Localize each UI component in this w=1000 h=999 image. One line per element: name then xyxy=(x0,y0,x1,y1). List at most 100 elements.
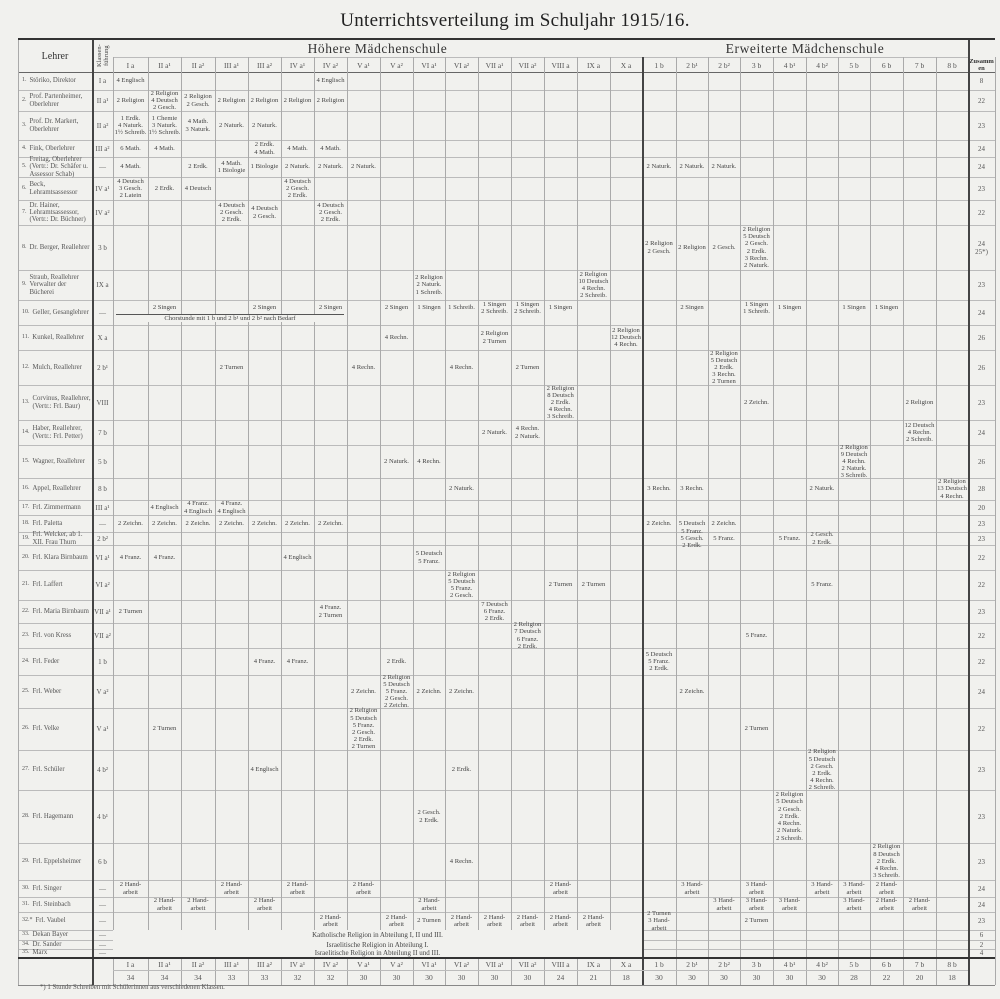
lesson-cell-Ia: 6 Math. xyxy=(120,144,141,152)
column-header-5b: 5 b xyxy=(849,61,859,70)
row-divider xyxy=(18,623,995,624)
column-header-4b1: 4 b¹ xyxy=(783,61,796,70)
totals-class-label-2b2: 2 b² xyxy=(718,960,730,969)
column-header-Va1: V a¹ xyxy=(357,61,370,70)
top-rule xyxy=(18,38,995,40)
teacher-name: 8. Dr. Berger, Reallehrer xyxy=(18,225,92,270)
class-lead-column-header: Klassen-führung xyxy=(96,44,110,68)
lesson-cell-IIa2: 4 Math. 3 Naturk. xyxy=(185,118,211,133)
lesson-cell-VIa2: 2 Hand- arbeit xyxy=(450,913,473,928)
lesson-cell-IXa: 2 Turnen xyxy=(581,581,606,589)
class-lead: — xyxy=(99,917,106,925)
lesson-cell-VIIIa: 2 Hand- arbeit xyxy=(549,881,572,896)
totals-class-label-VIIIa: VIII a xyxy=(551,960,570,969)
lesson-cell-IXa: 2 Religion 10 Deutsch 4 Rechn. 2 Schreib… xyxy=(578,270,609,300)
lesson-cell-Ia: 2 Turnen xyxy=(118,607,143,615)
row-total: 24 xyxy=(978,163,985,171)
row-divider xyxy=(18,111,995,112)
lesson-cell-IIIa1: 2 Hand- arbeit xyxy=(220,881,243,896)
lesson-cell-IIa1: 1 Chemie 3 Naturk. 1½ Schreib. xyxy=(148,114,181,137)
row-number: 16. xyxy=(22,485,30,492)
lesson-cell-1b: 2 Turnen 3 Hand- arbeit xyxy=(647,910,671,932)
teacher-label: Frl. Schüler xyxy=(32,766,65,774)
teacher-name: 35. Marx xyxy=(18,949,92,957)
column-divider xyxy=(676,57,677,985)
teacher-name: 23. Frl. von Kress xyxy=(18,623,92,648)
class-lead: — xyxy=(99,308,106,317)
totals-class-label-6b: 6 b xyxy=(881,960,892,969)
totals-class-label-IIa1: II a¹ xyxy=(158,960,171,969)
teacher-name: 28. Frl. Hagemann xyxy=(18,790,92,843)
lesson-cell-VIa2: 4 Rechn. xyxy=(449,363,474,371)
teacher-column-header: Lehrer xyxy=(41,50,69,62)
column-header-VIIa1: VII a¹ xyxy=(485,61,504,70)
class-lead: VI a¹ xyxy=(95,553,110,562)
totals-class-label-3b: 3 b xyxy=(751,960,762,969)
column-divider xyxy=(806,57,807,985)
class-lead: 2 b² xyxy=(97,534,108,543)
class-lead: III a² xyxy=(95,144,110,153)
column-header-IXa: IX a xyxy=(586,61,601,70)
lesson-cell-IIIa1: 2 Naturk. xyxy=(219,121,244,129)
lesson-cell-Ia: 4 Deutsch 3 Gesch. 2 Latein xyxy=(117,177,144,200)
teacher-label: Störiko, Direktor xyxy=(29,77,76,85)
row-total: 23 xyxy=(978,184,985,193)
lesson-cell-IVa2: 4 Deutsch 2 Gesch. 2 Erdk. xyxy=(317,201,344,224)
class-total-Va2: 30 xyxy=(392,973,401,982)
lesson-cell-IVa2: 4 Math. xyxy=(320,144,341,152)
lesson-cell-IIa1: 4 Math. xyxy=(154,144,175,152)
lesson-cell-IIa1: 2 Hand- arbeit xyxy=(153,897,176,912)
lesson-cell-IIa2: 4 Deutsch xyxy=(184,184,212,192)
row-number: 15. xyxy=(22,457,30,464)
row-divider xyxy=(18,912,995,913)
row-total: 23 xyxy=(978,398,985,407)
lesson-cell-2b1: 3 Hand- arbeit xyxy=(681,881,703,896)
row-total: 23 xyxy=(978,917,985,925)
lesson-cell-VIIa2: 2 Turnen xyxy=(515,363,540,371)
row-divider xyxy=(18,532,995,533)
totals-class-label-4b2: 4 b² xyxy=(816,960,828,969)
lesson-cell-IIIa2: 2 Singen xyxy=(252,304,277,312)
row-total: 23 xyxy=(978,534,985,543)
row-number: 25. xyxy=(22,687,30,694)
lesson-cell-1b: 2 Zeichn. xyxy=(646,519,672,527)
teacher-name: 32.* Frl. Vaubel xyxy=(18,912,92,930)
lesson-cell-IIIa1: 4 Deutsch 2 Gesch. 2 Erdk. xyxy=(218,201,245,224)
class-lead: 8 b xyxy=(98,485,107,493)
totals-rule xyxy=(18,957,995,959)
lesson-cell-4b2: 2 Gesch. 2 Erdk. xyxy=(810,531,834,546)
lesson-cell-8b: 2 Religion 13 Deutsch 4 Rechn. xyxy=(937,478,967,500)
teacher-name: 33. Dekan Bayer xyxy=(18,930,92,940)
teacher-name: 14. Haber, Reallehrer, (Vertr.: Frl. Pett… xyxy=(18,420,92,445)
class-total-6b: 22 xyxy=(882,973,891,982)
lesson-cell-3b: 3 Hand- arbeit xyxy=(745,897,768,912)
totals-class-label-IXa: IX a xyxy=(586,960,601,969)
totals-class-label-Va2: V a² xyxy=(390,960,403,969)
class-lead: II a² xyxy=(96,121,109,130)
lesson-cell-2b2: 5 Franz. xyxy=(713,534,735,542)
column-divider xyxy=(113,57,114,985)
lesson-cell-IVa2: 4 Franz. 2 Turnen xyxy=(318,604,343,619)
row-total: 4 xyxy=(979,949,984,957)
teacher-label: Mulch, Reallehrer xyxy=(32,363,82,371)
lesson-cell-Ia: 1 Erdk. 4 Naturk. 1½ Schreib. xyxy=(114,114,147,137)
totals-class-label-IIIa2: III a² xyxy=(257,960,272,969)
row-divider xyxy=(18,385,995,386)
teacher-name: 12. Mulch, Reallehrer xyxy=(18,350,92,385)
lesson-cell-4b2: 5 Franz. xyxy=(811,581,833,589)
totals-class-label-4b1: 4 b¹ xyxy=(783,960,796,969)
column-header-2b2: 2 b² xyxy=(718,61,730,70)
row-total: 28 xyxy=(978,485,985,493)
lesson-cell-VIa1: 5 Deutsch 5 Franz. xyxy=(415,550,443,565)
column-header-IIIa2: III a² xyxy=(257,61,272,70)
column-divider xyxy=(740,57,741,985)
teacher-label: Kunkel, Reallehrer xyxy=(32,333,84,341)
lesson-cell-IIIa1: 2 Zeichn. xyxy=(219,519,244,527)
teacher-name: 30. Frl. Singer xyxy=(18,880,92,897)
column-header-8b: 8 b xyxy=(947,61,957,70)
lesson-cell-7b: 2 Religion xyxy=(905,398,934,406)
class-lead: — xyxy=(99,900,106,909)
lesson-cell-Va2: 2 Naturk. xyxy=(384,457,409,465)
teacher-name: 26. Frl. Velke xyxy=(18,708,92,750)
totals-class-label-VIa1: VI a¹ xyxy=(421,960,437,969)
